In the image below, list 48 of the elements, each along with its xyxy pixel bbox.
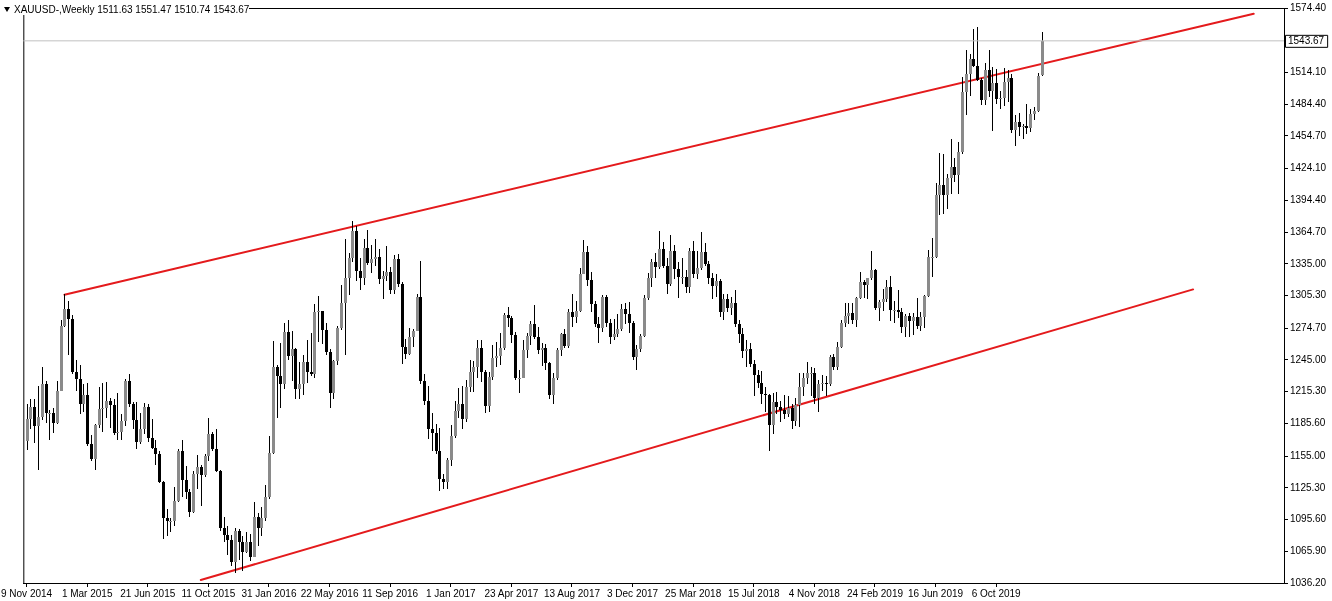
y-tick-label: 1335.00 bbox=[1290, 257, 1327, 269]
candlestick bbox=[825, 376, 828, 396]
y-tick-label: 1514.10 bbox=[1290, 66, 1327, 78]
x-tick-label: 15 Jul 2018 bbox=[727, 587, 781, 599]
y-tick-label: 1245.00 bbox=[1290, 353, 1327, 365]
y-tick-label: 1574.40 bbox=[1290, 1, 1327, 13]
y-tick-label: 1454.70 bbox=[1290, 129, 1327, 141]
x-tick-label: 3 Dec 2017 bbox=[606, 587, 659, 599]
candlestick bbox=[518, 370, 521, 393]
x-tick-label: 11 Oct 2015 bbox=[181, 587, 236, 599]
candlestick bbox=[893, 301, 896, 323]
x-tick-label: 11 Sep 2016 bbox=[362, 587, 419, 599]
x-tick-label: 1 Jan 2017 bbox=[426, 587, 476, 599]
x-tick-label: 4 Nov 2018 bbox=[788, 587, 841, 599]
y-tick-label: 1065.90 bbox=[1290, 545, 1327, 557]
x-tick-label: 25 Mar 2018 bbox=[665, 587, 722, 599]
chart-title: XAUUSD-,Weekly 1511.63 1551.47 1510.74 1543.67 bbox=[14, 4, 250, 15]
y-tick-label: 1185.60 bbox=[1290, 417, 1326, 429]
y-tick-label: 1305.30 bbox=[1290, 289, 1327, 301]
x-tick-label: 6 Oct 2019 bbox=[971, 587, 1022, 599]
y-tick-label: 1394.40 bbox=[1290, 194, 1327, 206]
x-tick-label: 31 Jan 2016 bbox=[241, 587, 297, 599]
candlestick bbox=[821, 375, 824, 391]
x-tick-label: 13 Aug 2017 bbox=[543, 587, 601, 599]
y-tick-label: 1155.00 bbox=[1290, 449, 1326, 461]
candlestick bbox=[310, 333, 313, 376]
x-tick-label: 21 Jun 2015 bbox=[120, 587, 176, 599]
candlestick bbox=[495, 342, 498, 367]
y-tick-label: 1274.70 bbox=[1290, 321, 1327, 333]
x-tick-label: 23 Apr 2017 bbox=[484, 587, 539, 599]
y-tick-label: 1095.60 bbox=[1290, 513, 1327, 525]
candlestick bbox=[317, 296, 320, 342]
y-tick-label: 1484.40 bbox=[1290, 97, 1327, 109]
candlestick bbox=[764, 387, 767, 412]
x-tick-label: 9 Nov 2014 bbox=[1, 587, 53, 599]
y-tick-label: 1125.30 bbox=[1290, 481, 1326, 493]
y-tick-label: 1036.20 bbox=[1290, 576, 1327, 588]
candlestick bbox=[1022, 124, 1025, 139]
y-tick-label: 1215.30 bbox=[1290, 385, 1327, 397]
x-tick-label: 22 May 2016 bbox=[300, 587, 359, 599]
y-tick-label: 1364.70 bbox=[1290, 225, 1327, 237]
ref-line-label: 1543.67 bbox=[1288, 34, 1325, 46]
candlestick bbox=[810, 367, 813, 396]
x-tick-label: 1 Mar 2015 bbox=[61, 587, 113, 599]
candlestick bbox=[681, 258, 684, 284]
y-tick-label: 1424.10 bbox=[1290, 162, 1327, 174]
x-tick-label: 24 Feb 2019 bbox=[846, 587, 904, 599]
x-tick-label: 16 Jun 2019 bbox=[908, 587, 964, 599]
